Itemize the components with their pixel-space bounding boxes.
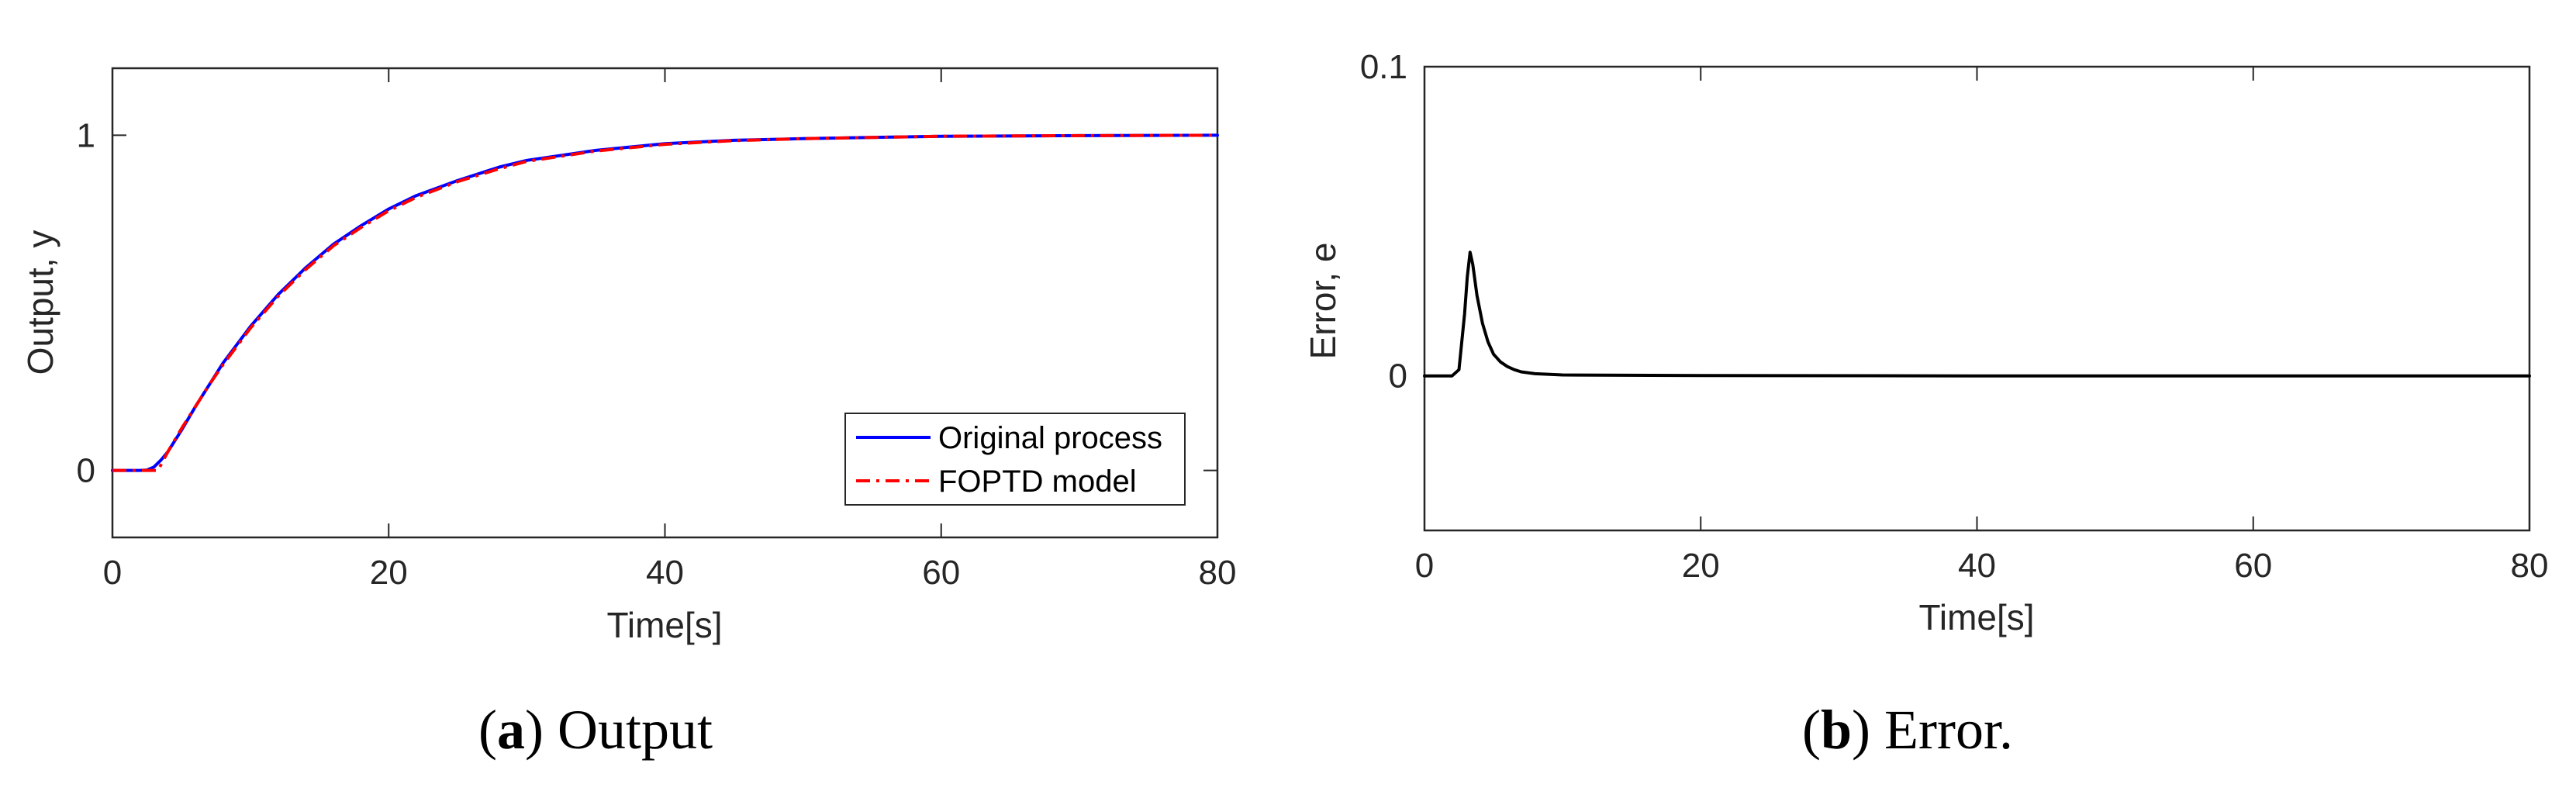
legend-label-foptd: FOPTD model: [938, 465, 1137, 499]
plot-a-ylabel: Output, y: [20, 230, 60, 375]
y-tick-label: 0.1: [1360, 48, 1407, 86]
caption-b-text: Error.: [1884, 699, 2013, 761]
plot-a-xlabel: Time[s]: [606, 605, 722, 645]
plot-b-ticks: 0 20 40 60 80 0 0.1: [1360, 48, 2549, 585]
x-tick-label: 80: [2511, 547, 2549, 585]
plot-a-lines: [111, 133, 1219, 472]
x-tick-label: 60: [2234, 547, 2272, 585]
series-line-error: [1423, 250, 2531, 378]
legend-label-original: Original process: [938, 421, 1162, 455]
y-tick-label: 0: [1389, 358, 1407, 396]
plot-a-ticks: 0 20 40 60 80 0 1: [77, 68, 1237, 592]
y-tick-label: 0: [77, 452, 95, 490]
x-tick-label: 0: [1415, 547, 1434, 585]
x-tick-label: 40: [646, 554, 684, 592]
x-tick-label: 20: [370, 554, 408, 592]
x-tick-label: 20: [1682, 547, 1720, 585]
y-tick-label: 1: [77, 116, 95, 154]
plot-b-frame: [1423, 65, 2531, 532]
caption-a-letter: a: [497, 699, 525, 761]
plot-b-lines: [1423, 250, 2531, 378]
caption-a-text: Output: [558, 699, 713, 761]
legend: Original process FOPTD model: [844, 413, 1186, 506]
legend-box: [844, 413, 1186, 506]
plot-b-ylabel: Error, e: [1303, 243, 1343, 360]
x-tick-label: 40: [1958, 547, 1996, 585]
x-tick-label: 0: [103, 554, 122, 592]
caption-b: (b) Error.: [1802, 699, 2013, 761]
x-tick-label: 60: [922, 554, 960, 592]
x-tick-label: 80: [1199, 554, 1237, 592]
plot-b-xlabel: Time[s]: [1918, 597, 2034, 637]
caption-a: (a) Output: [478, 699, 713, 761]
panel-b-error: 0 20 40 60 80 0 0.1 Time[s] Error, e (b) Error…: [1303, 48, 2548, 761]
panel-a-output: 0 20 40 60 80 0 1 Time[s] Output, y Original p…: [20, 67, 1237, 761]
caption-b-letter: b: [1821, 699, 1852, 761]
